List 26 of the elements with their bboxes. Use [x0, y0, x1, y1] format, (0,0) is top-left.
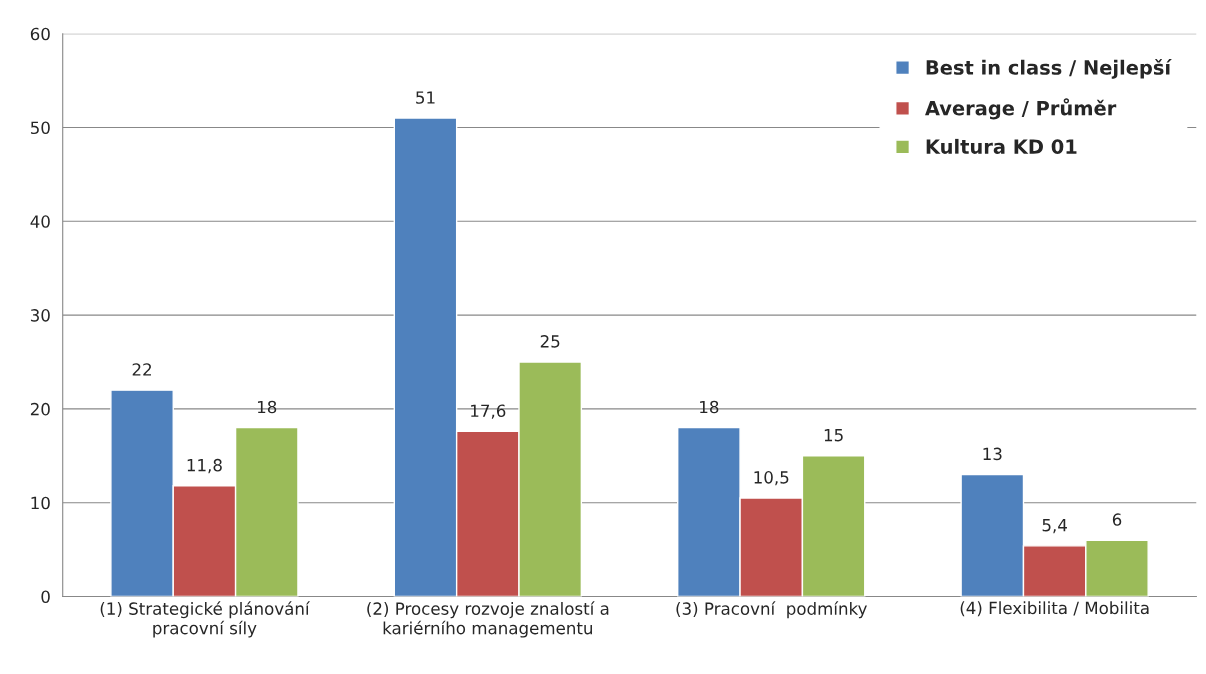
x-tick-label: (2) Procesy rozvoje znalostí a kariérního managementu [367, 601, 609, 638]
legend-label: Average / Průměr [925, 98, 1117, 120]
data-label: 25 [540, 335, 560, 348]
data-label: 51 [416, 91, 435, 104]
data-label: 17,6 [471, 404, 506, 419]
y-tick-label: 50 [30, 121, 50, 135]
x-tick-label: (4) Flexibilita / Mobilita [960, 601, 1149, 617]
y-tick-label: 30 [30, 309, 50, 322]
data-label: 11,8 [187, 458, 222, 474]
y-tick-label: 0 [41, 590, 50, 604]
data-label: 10,5 [754, 471, 789, 486]
y-tick-label: 10 [31, 496, 50, 510]
y-tick-label: 40 [30, 215, 50, 228]
data-label: 5,4 [1042, 519, 1067, 534]
legend-label: Best in class / Nejlepší [926, 58, 1172, 79]
data-label: 18 [700, 400, 719, 414]
legend-label: Kultura KD 01 [926, 138, 1077, 154]
data-label: 6 [1112, 513, 1122, 526]
x-tick-label: (3) Pracovní podmínky [676, 601, 867, 619]
y-tick-label: 20 [30, 402, 50, 416]
x-tick-label: (1) Strategické plánování pracovní síly [100, 601, 310, 638]
data-label: 15 [824, 429, 843, 442]
y-tick-label: 60 [30, 27, 50, 41]
data-label: 18 [257, 400, 277, 414]
data-label: 22 [132, 363, 151, 376]
data-label: 13 [983, 447, 1002, 461]
